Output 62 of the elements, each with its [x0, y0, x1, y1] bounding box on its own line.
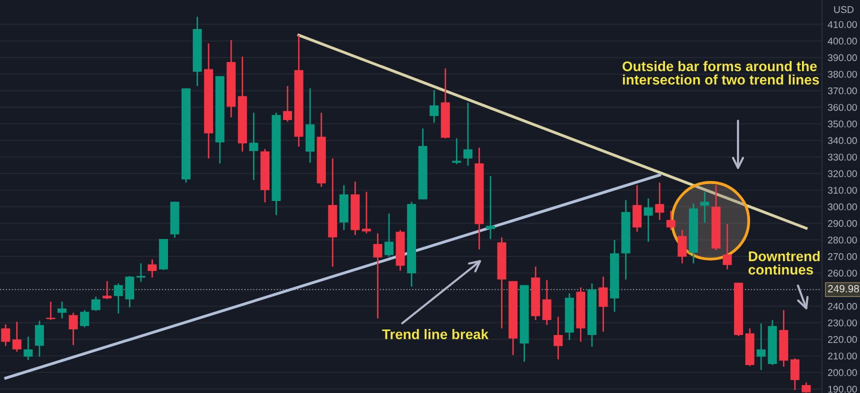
y-tick-label: 310.00 — [828, 186, 857, 194]
candlestick — [102, 280, 112, 300]
y-tick-label: 340.00 — [828, 137, 857, 144]
text: USD — [834, 6, 854, 14]
candlestick — [46, 300, 56, 321]
candlestick — [655, 182, 664, 221]
candlestick — [463, 102, 472, 166]
y-tick-label: 320.00 — [828, 170, 857, 178]
candlestick — [373, 232, 382, 320]
annotation: Downtrend continues — [748, 251, 820, 275]
y-tick-label: 280.00 — [828, 236, 857, 244]
candlestick — [632, 184, 642, 232]
y-tick-label: 360.00 — [828, 104, 857, 111]
candlestick — [722, 223, 732, 270]
candlestick — [34, 320, 44, 358]
candlestick — [678, 229, 687, 264]
candlestick — [598, 276, 608, 332]
y-tick-label: 260.00 — [828, 270, 857, 277]
candlestick — [756, 322, 766, 371]
y-tick-label: 370.00 — [828, 87, 857, 94]
candlestick — [486, 175, 496, 240]
candlestick — [91, 296, 100, 312]
y-tick-label: 200.00 — [828, 369, 857, 376]
candlestick — [125, 275, 134, 308]
candlestick — [452, 138, 462, 165]
candlestick — [430, 89, 439, 124]
candlestick — [790, 358, 800, 391]
candlestick — [542, 279, 552, 326]
annotation: Trend line break — [382, 329, 489, 340]
y-tick-label: 290.00 — [828, 220, 857, 227]
y-tick-label: 270.00 — [828, 253, 857, 260]
candlestick — [249, 112, 258, 181]
candlestick — [554, 316, 563, 360]
y-tick-label: 300.00 — [828, 203, 857, 210]
y-tick-label: 380.00 — [828, 70, 857, 78]
candlestick — [700, 191, 710, 224]
y-tick-label: 350.00 — [828, 120, 857, 128]
y-tick-label: 220.00 — [828, 336, 857, 343]
candlestick — [114, 282, 123, 314]
y-tick-label: 210.00 — [828, 352, 857, 360]
candlestick — [384, 212, 394, 258]
y-tick-label: 390.00 — [828, 54, 857, 62]
y-tick-label: 240.00 — [828, 302, 857, 310]
y-tick-label: 410.00 — [828, 21, 857, 28]
candlestick — [58, 300, 67, 320]
candlestick — [362, 191, 371, 234]
annotation: Outside bar forms around the intersection of two trend lines — [622, 61, 819, 85]
candlestick — [80, 309, 90, 328]
y-tick-label: 400.00 — [828, 38, 857, 45]
y-tick-label: 230.00 — [828, 319, 857, 326]
candlestick — [148, 258, 157, 278]
y-tick-label: 330.00 — [828, 154, 857, 161]
ref-line-label: 249.98 — [828, 285, 859, 292]
candlestick — [283, 85, 292, 122]
candlestick — [24, 336, 33, 361]
candlestick — [68, 312, 78, 346]
candlestick — [136, 262, 146, 282]
candlestick — [644, 198, 653, 242]
candlestick — [1, 324, 10, 347]
candlestick — [666, 210, 676, 231]
candlestick — [12, 321, 22, 352]
y-tick-label: 190.00 — [828, 386, 857, 393]
